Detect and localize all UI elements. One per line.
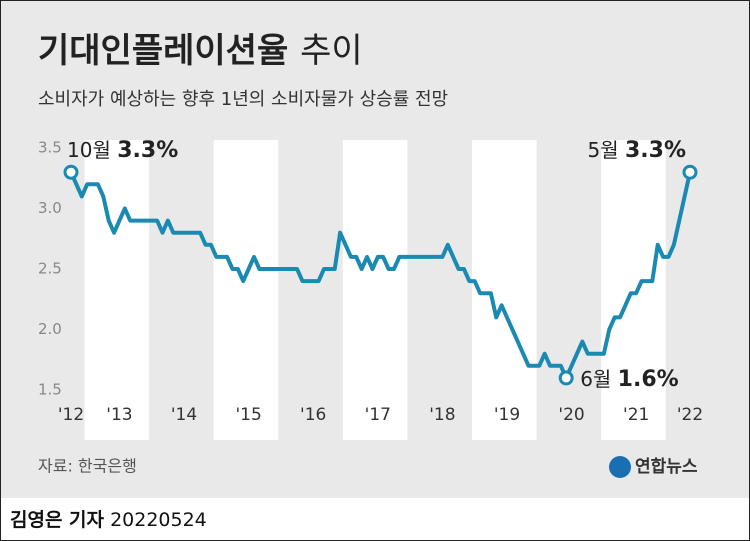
x-tick-label: '20 bbox=[558, 405, 584, 425]
annotation: 6월 1.6% bbox=[580, 366, 679, 392]
x-tick-label: '18 bbox=[429, 405, 455, 425]
source: 자료: 한국은행 bbox=[38, 457, 137, 476]
x-tick-label: '13 bbox=[106, 405, 132, 425]
x-tick-label: '19 bbox=[494, 405, 520, 425]
footer-bg bbox=[0, 498, 750, 541]
year-band bbox=[84, 140, 150, 440]
data-line bbox=[69, 171, 692, 380]
chart-title: 기대인플레이션율 추이 bbox=[38, 31, 363, 71]
y-tick-label: 3.5 bbox=[38, 139, 62, 157]
year-band bbox=[601, 140, 666, 440]
y-tick-label: 3.0 bbox=[38, 199, 62, 217]
x-tick-label: '14 bbox=[171, 405, 197, 425]
x-tick-label: '17 bbox=[365, 405, 391, 425]
reporter: 김영은 기자 bbox=[10, 509, 105, 531]
logo: 연합뉴스 bbox=[635, 456, 698, 477]
year-band bbox=[342, 140, 408, 440]
logo-icon bbox=[609, 456, 631, 478]
y-tick-label: 2.0 bbox=[38, 320, 62, 338]
x-tick-label: '16 bbox=[300, 405, 326, 425]
x-tick-label: '12 bbox=[58, 405, 84, 425]
point-marker bbox=[558, 370, 574, 386]
x-tick-label: '22 bbox=[677, 405, 703, 425]
x-tick-label: '21 bbox=[623, 405, 649, 425]
y-tick-label: 2.5 bbox=[38, 260, 62, 278]
year-band bbox=[472, 140, 537, 440]
value-label: 3.3% bbox=[625, 138, 686, 163]
annotation: 5월 3.3% bbox=[588, 138, 687, 164]
subtitle: 소비자가 예상하는 향후 1년의 소비자물가 상승률 전망 bbox=[38, 89, 448, 110]
byline: 김영은 기자 20220524 bbox=[10, 509, 207, 531]
date: 20220524 bbox=[110, 509, 207, 531]
point-marker bbox=[682, 164, 698, 180]
bands bbox=[84, 140, 666, 440]
month-label: 6월 bbox=[580, 366, 611, 390]
y-tick-label: 1.5 bbox=[38, 381, 62, 399]
title-suffix: 추이 bbox=[300, 31, 363, 71]
annotation: 10월 3.3% bbox=[67, 138, 178, 164]
value-label: 1.6% bbox=[618, 367, 679, 392]
point-marker bbox=[63, 164, 79, 180]
value-label: 3.3% bbox=[117, 138, 178, 163]
month-label: 10월 bbox=[67, 138, 111, 162]
month-label: 5월 bbox=[588, 138, 619, 162]
x-tick-label: '15 bbox=[235, 405, 261, 425]
year-band bbox=[213, 140, 279, 440]
title-main: 기대인플레이션율 bbox=[38, 31, 288, 71]
